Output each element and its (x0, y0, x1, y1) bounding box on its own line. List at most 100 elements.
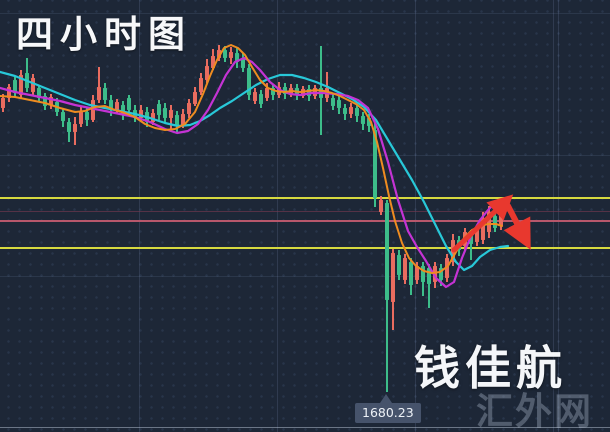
candlestick (295, 88, 299, 95)
ma-fast-orange (0, 44, 503, 274)
bottom-separator-line (0, 427, 610, 428)
candlestick (409, 262, 413, 285)
candlestick (283, 87, 287, 94)
candlestick (97, 87, 101, 100)
vertical-gridline (553, 0, 554, 432)
candlestick (73, 124, 77, 132)
candlestick (421, 266, 425, 282)
horizontal-gridline (0, 13, 610, 14)
candlestick (181, 114, 185, 126)
candlestick (373, 130, 377, 198)
candlestick (121, 105, 125, 115)
candlestick (271, 88, 275, 95)
candlestick (205, 66, 209, 80)
author-signature: 钱佳航 (414, 341, 567, 395)
candlestick (343, 108, 347, 114)
faint-red-line (0, 211, 610, 212)
yellow-resistance-line (0, 197, 610, 199)
candlestick (199, 78, 203, 92)
candlestick (463, 232, 467, 246)
candlestick (229, 52, 233, 58)
candlestick (127, 98, 131, 110)
candlestick (157, 104, 161, 115)
candlestick (319, 88, 323, 98)
vertical-gridline (558, 0, 559, 432)
candlestick (25, 73, 29, 88)
candlestick (493, 216, 497, 228)
candlestick (133, 110, 137, 118)
candlestick (217, 50, 221, 58)
candlestick (385, 203, 389, 300)
candlestick (499, 214, 503, 226)
candlestick (433, 266, 437, 282)
candlestick (253, 92, 257, 101)
candlestick (469, 234, 473, 244)
candlestick (277, 87, 281, 95)
ma-mid-magenta (0, 56, 494, 289)
site-watermark: 汇外网 (476, 389, 593, 432)
candlestick (85, 112, 89, 120)
candlestick (67, 122, 71, 132)
pink-midline (0, 220, 610, 222)
candlestick (307, 89, 311, 96)
candlestick (103, 88, 107, 100)
low-price-callout-pointer (380, 394, 392, 403)
candlestick (451, 240, 455, 262)
candlestick (61, 112, 65, 121)
candlestick (91, 100, 95, 120)
candlestick (361, 116, 365, 124)
candlestick (355, 108, 359, 116)
candlestick (175, 115, 179, 126)
candlestick (457, 240, 461, 250)
candlestick (379, 200, 383, 212)
candlestick (349, 107, 353, 114)
candlestick (43, 96, 47, 106)
candlestick (301, 89, 305, 96)
candlestick (391, 253, 395, 302)
candlestick (187, 103, 191, 114)
vertical-gridline (277, 0, 278, 432)
candlestick (487, 212, 491, 232)
candlestick (13, 80, 17, 93)
candlestick (109, 100, 113, 110)
candlestick (169, 110, 173, 118)
candlestick (325, 88, 329, 98)
candlestick (481, 218, 485, 240)
candlestick (7, 87, 11, 98)
candlestick (427, 268, 431, 284)
candlestick (235, 53, 239, 62)
candlestick (403, 258, 407, 280)
candlestick (241, 58, 245, 68)
candlestick (19, 75, 23, 95)
candlestick (151, 113, 155, 122)
candlestick (415, 266, 419, 280)
candlestick (193, 92, 197, 104)
candlestick (115, 102, 119, 111)
horizontal-gridline (0, 276, 610, 277)
candlestick (37, 88, 41, 98)
horizontal-gridline (0, 155, 610, 156)
candlestick (79, 112, 83, 124)
candlestick (331, 98, 335, 106)
candlestick (367, 118, 371, 126)
candlestick (31, 78, 35, 92)
candlestick (223, 50, 227, 58)
candlestick (397, 255, 401, 275)
candlestick (211, 56, 215, 68)
candlestick (49, 97, 53, 105)
candlestick (313, 88, 317, 96)
candlestick (265, 88, 269, 98)
candlestick (439, 268, 443, 280)
candlestick (445, 258, 449, 278)
candlestick (55, 102, 59, 112)
chart-title: 四小时图 (16, 12, 192, 56)
candlestick (337, 100, 341, 108)
candlestick (145, 112, 149, 122)
candlestick (163, 108, 167, 118)
yellow-support-line (0, 247, 610, 249)
candlestick (259, 94, 263, 104)
candlestick (289, 88, 293, 94)
candlestick (139, 110, 143, 118)
candlestick (247, 68, 251, 95)
